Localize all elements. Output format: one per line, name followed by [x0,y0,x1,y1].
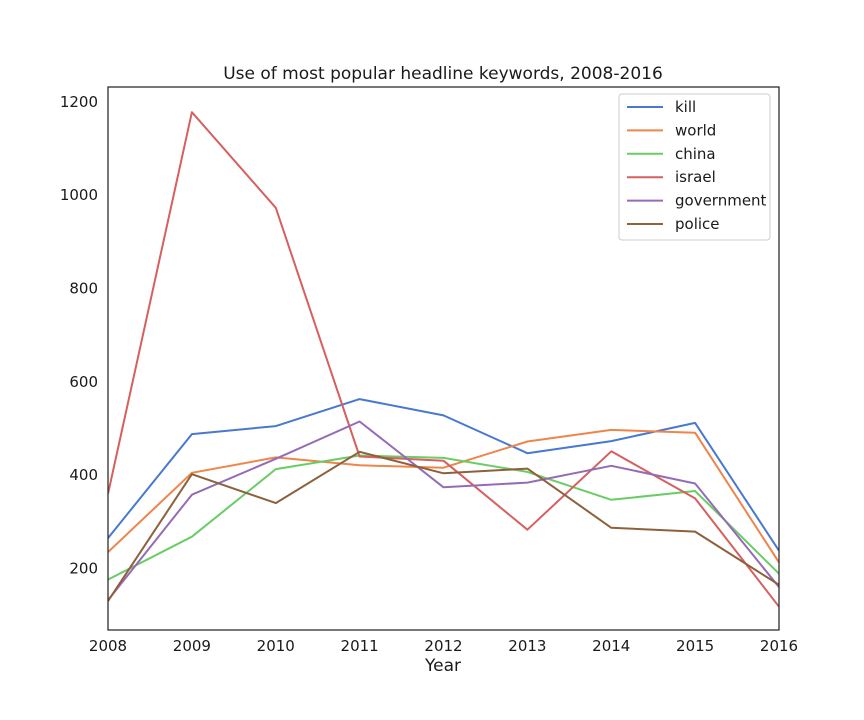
legend-label: police [675,215,720,233]
legend-item-government: government [627,192,767,210]
x-axis-label: Year [424,656,461,676]
x-tick-label: 2015 [676,637,714,655]
x-tick-label: 2012 [424,637,462,655]
plot-area [108,111,779,608]
legend-label: world [675,121,716,139]
legend-label: china [675,145,716,163]
y-tick-label: 1200 [60,93,98,111]
legend-label: israel [675,168,716,186]
legend-item-police: police [627,215,720,233]
plot-frame [107,86,780,631]
x-tick-label: 2009 [173,637,211,655]
chart-title: Use of most popular headline keywords, 2… [223,64,663,84]
y-tick-label: 800 [69,280,98,298]
x-tick-label: 2016 [760,637,798,655]
legend-item-israel: israel [627,168,716,186]
legend-label: kill [675,98,696,116]
legend-item-china: china [627,145,716,163]
series-line-government [108,420,779,601]
y-axis: 200 400 600 800 1000 1200 [60,93,98,577]
series-line-police [108,450,779,602]
y-tick-label: 1000 [60,186,98,204]
x-axis: 2008 2009 2010 2011 2012 2013 2014 2015 2016 [89,637,798,655]
series-line-china [108,454,779,581]
legend-item-world: world [627,121,716,139]
x-tick-label: 2008 [89,637,127,655]
series-line-kill [108,398,779,552]
x-tick-label: 2010 [257,637,295,655]
x-tick-label: 2013 [508,637,546,655]
y-tick-label: 600 [69,373,98,391]
legend: kill world china israel government police [618,93,771,241]
series-line-israel [108,111,779,608]
x-tick-label: 2014 [592,637,630,655]
y-tick-label: 200 [69,559,98,577]
y-tick-label: 400 [69,466,98,484]
legend-item-kill: kill [627,98,696,116]
series-line-world [108,428,779,563]
x-tick-label: 2011 [341,637,379,655]
legend-label: government [675,192,767,210]
